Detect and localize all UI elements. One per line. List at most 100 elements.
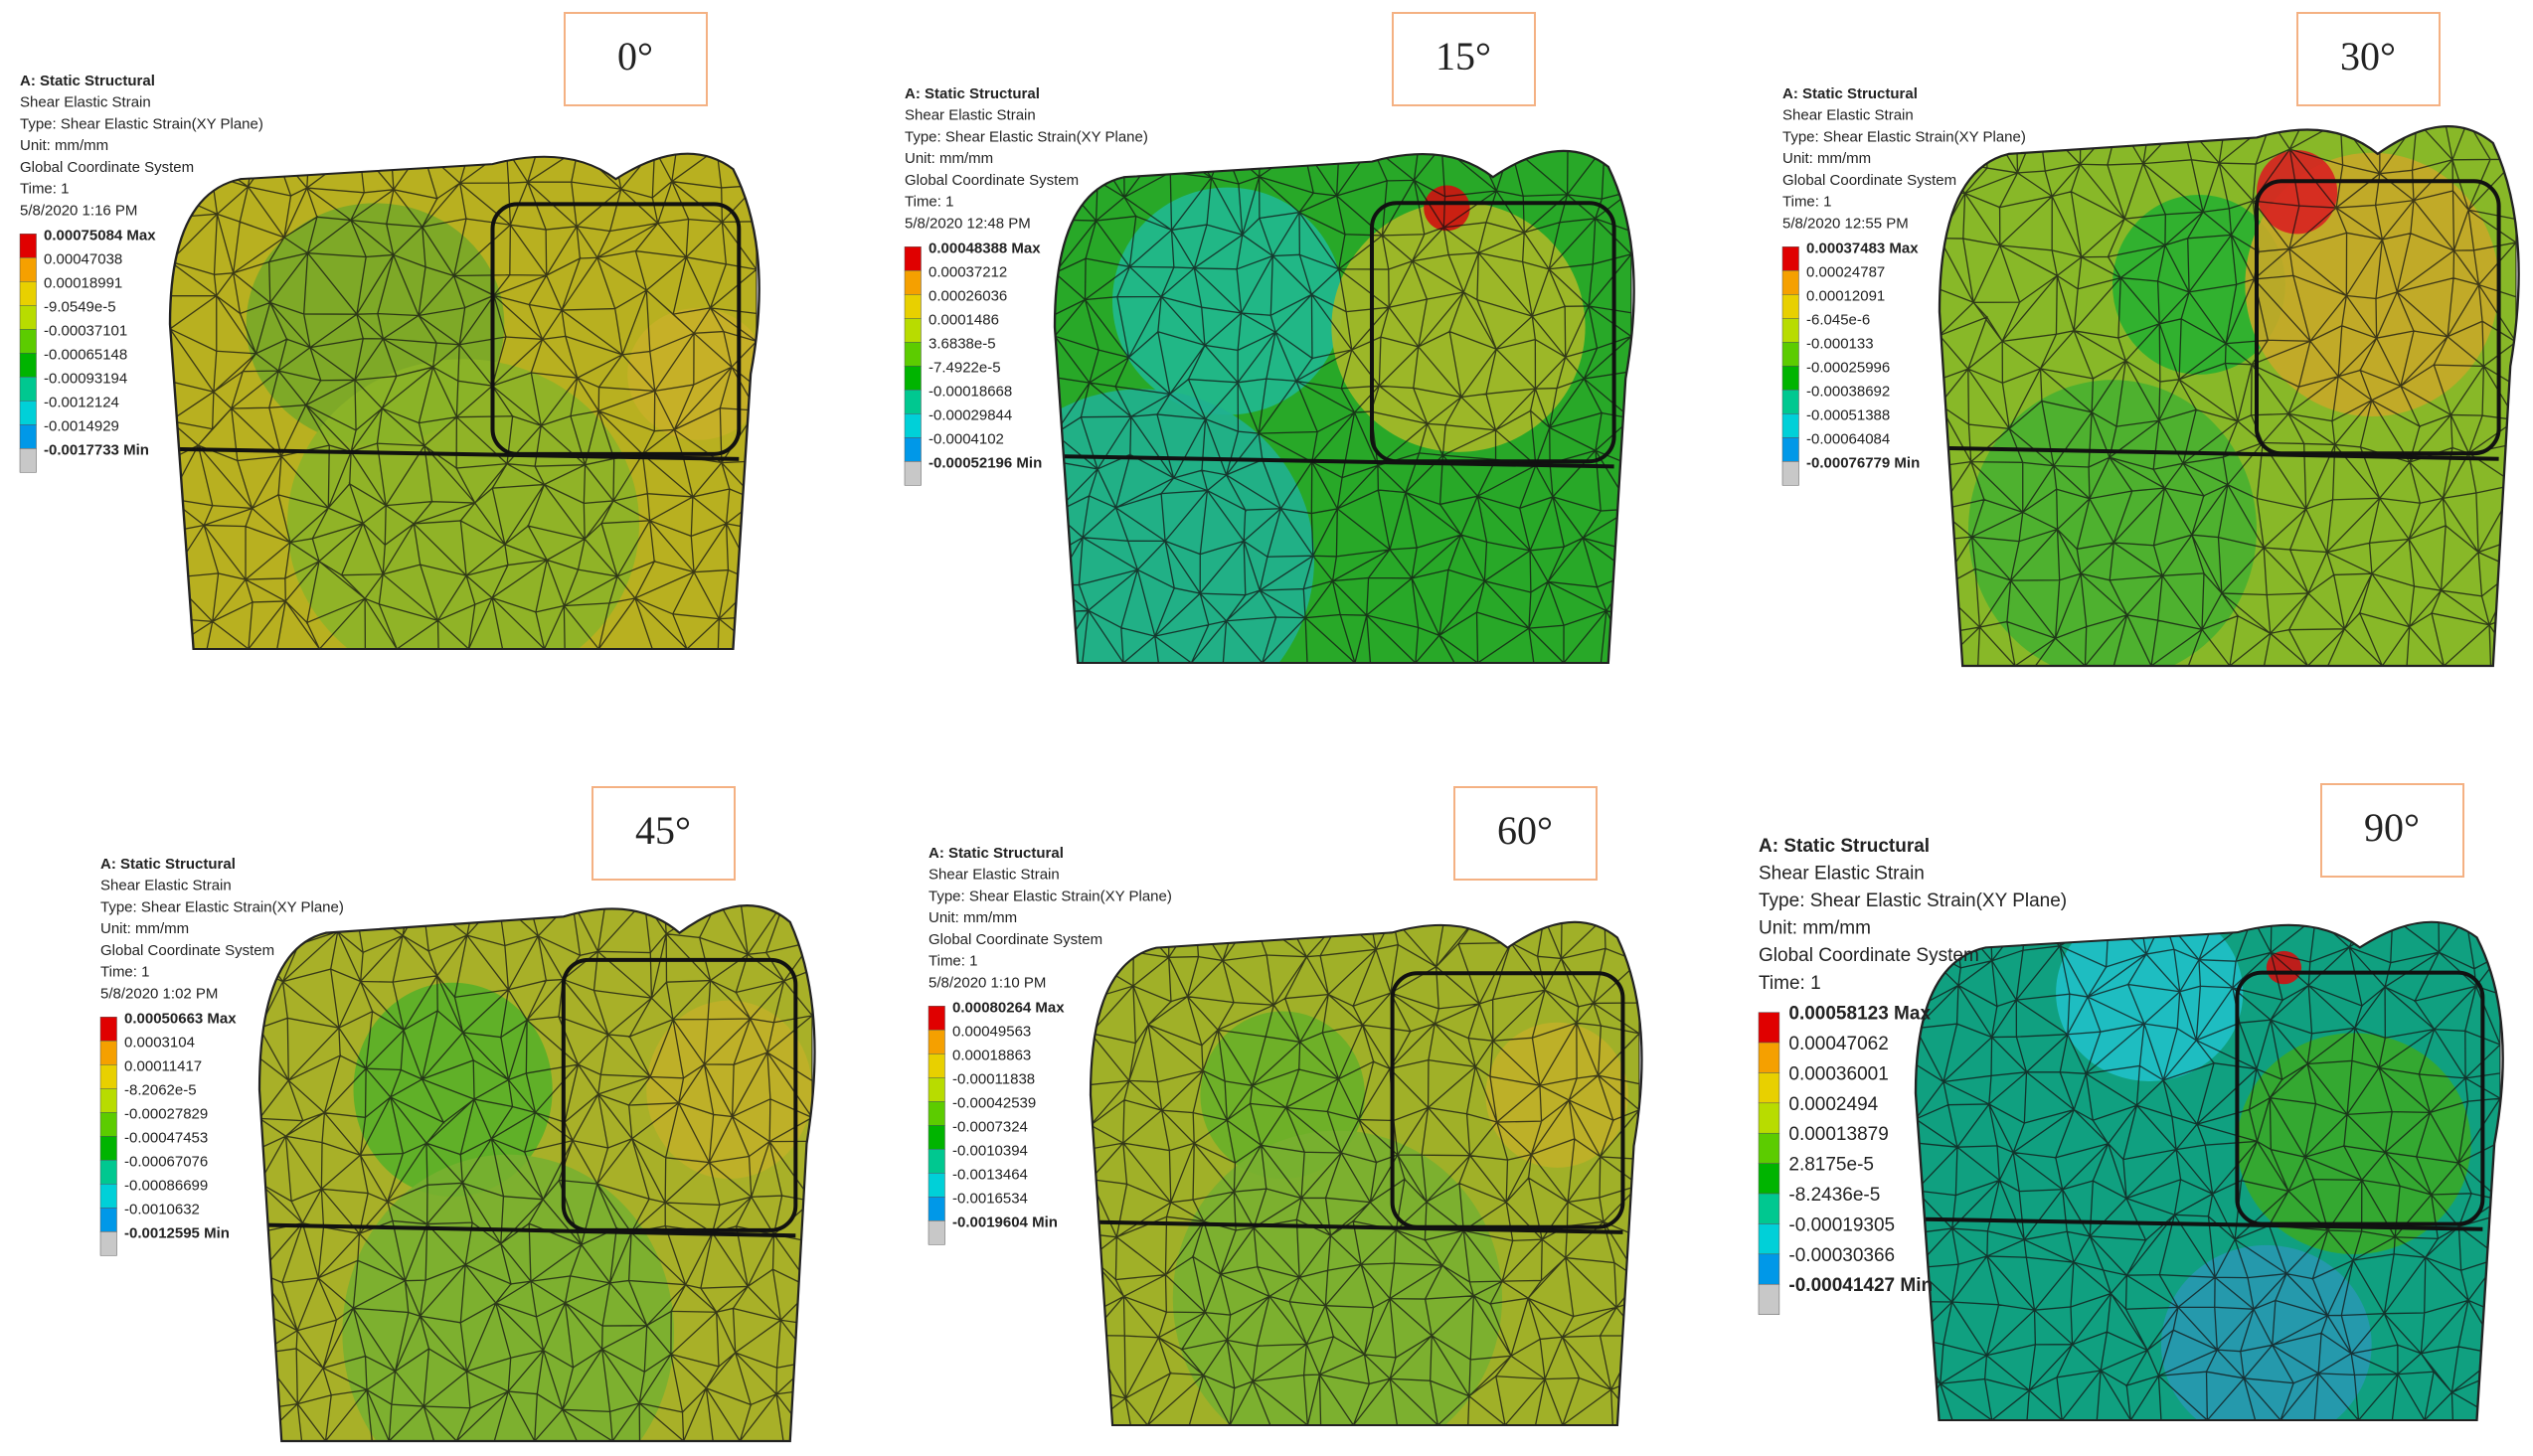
header-line: Time: 1: [20, 181, 69, 198]
legend-swatch: [19, 257, 37, 282]
legend-label: 0.00018863: [952, 1047, 1031, 1063]
legend-label: -0.0010394: [952, 1142, 1028, 1159]
header-line: Unit: mm/mm: [1759, 918, 1871, 939]
legend-label: -0.00030366: [1788, 1245, 1895, 1266]
legend-swatch: [1781, 437, 1799, 462]
legend-label: -0.0012124: [44, 394, 119, 410]
legend-swatch: [1758, 1132, 1780, 1164]
legend-label: 0.00018991: [44, 274, 122, 291]
header-line: Global Coordinate System: [929, 931, 1102, 948]
header-line: Time: 1: [905, 194, 953, 211]
angle-label: 90°: [2364, 805, 2420, 850]
legend-label: -0.00065148: [44, 346, 127, 363]
legend-label: 2.8175e-5: [1788, 1155, 1874, 1176]
legend-label: -0.00018668: [929, 383, 1012, 400]
legend-swatch: [1758, 1253, 1780, 1285]
header-line: A: Static Structural: [929, 845, 1064, 862]
panel: 60° A: Static Structural Shear Elastic Str…: [928, 786, 1643, 1427]
angle-label: 0°: [617, 34, 653, 79]
strain-region: [1112, 187, 1343, 415]
legend-swatch: [19, 448, 37, 473]
angle-label: 15°: [1435, 34, 1491, 79]
header-line: Unit: mm/mm: [1782, 150, 1871, 167]
strain-region: [1485, 1022, 1628, 1168]
header-line: Shear Elastic Strain: [100, 878, 232, 894]
legend-label: 0.00013879: [1788, 1124, 1888, 1145]
legend-label: -0.00093194: [44, 370, 127, 387]
legend-swatch: [1758, 1193, 1780, 1224]
angle-box: [2296, 12, 2441, 106]
strain-region: [1055, 389, 1314, 664]
header-line: Type: Shear Elastic Strain(XY Plane): [1782, 128, 2026, 145]
legend-swatch: [904, 318, 922, 343]
header-line: Global Coordinate System: [20, 159, 194, 176]
model: [259, 905, 813, 1442]
legend-label: -0.00037101: [44, 322, 127, 339]
legend-label: 0.00048388 Max: [929, 240, 1041, 256]
header-line: 5/8/2020 1:10 PM: [929, 974, 1046, 991]
legend-swatch: [99, 1112, 117, 1137]
strain-region: [2160, 1244, 2372, 1421]
edge: [1916, 1216, 2483, 1231]
window-edge: [561, 957, 798, 1232]
panel: 15° A: Static Structural Shear Elastic Str…: [904, 12, 1635, 665]
legend-label: 0.00050663 Max: [124, 1010, 237, 1027]
legend-swatch: [928, 1101, 945, 1126]
legend-label: -0.0017733 Min: [44, 441, 149, 458]
model-outline: [168, 152, 760, 651]
angle-label: 60°: [1497, 808, 1553, 853]
legend-swatch: [904, 437, 922, 462]
edge: [170, 446, 740, 461]
header-line: Shear Elastic Strain: [929, 867, 1060, 884]
legend-swatch: [19, 281, 37, 306]
window-edge: [490, 202, 742, 456]
strain-region: [2056, 921, 2244, 1081]
legend-swatch: [1758, 1223, 1780, 1255]
legend-label: 0.00075084 Max: [44, 227, 156, 243]
legend-label: 0.0001486: [929, 311, 999, 328]
legend-swatch: [928, 1077, 945, 1102]
legend-label: 0.00012091: [1806, 287, 1885, 304]
header-line: Unit: mm/mm: [929, 909, 1017, 926]
header-line: 5/8/2020 1:16 PM: [20, 202, 137, 219]
legend-swatch: [1781, 366, 1799, 391]
header-line: Time: 1: [1782, 194, 1831, 211]
legend-swatch: [904, 246, 922, 271]
legend-swatch: [99, 1041, 117, 1065]
legend-swatch: [904, 390, 922, 414]
header-line: Shear Elastic Strain: [1782, 107, 1914, 124]
model-outline: [1089, 920, 1643, 1427]
legend-swatch: [1781, 246, 1799, 271]
legend-label: 0.00011417: [124, 1057, 202, 1074]
angle-label: 45°: [635, 808, 691, 853]
legend-swatch: [99, 1231, 117, 1256]
legend-swatch: [928, 1173, 945, 1198]
legend-label: -0.00051388: [1806, 406, 1890, 423]
header-line: Time: 1: [929, 953, 977, 970]
legend-label: -6.045e-6: [1806, 311, 1870, 328]
window-edge: [1390, 971, 1625, 1229]
angle-label: 30°: [2340, 34, 2396, 79]
legend-label: 0.00037212: [929, 263, 1007, 280]
edge: [1940, 445, 2499, 461]
header-line: A: Static Structural: [1759, 836, 1930, 857]
header-line: Type: Shear Elastic Strain(XY Plane): [1759, 890, 2067, 911]
window-edge: [2255, 179, 2501, 456]
edge: [1055, 454, 1614, 469]
strain-region: [1172, 1130, 1503, 1426]
legend-swatch: [99, 1088, 117, 1113]
legend-swatch: [1758, 1283, 1780, 1315]
panel: 90° A: Static Structural Shear Elastic Str…: [1758, 783, 2504, 1422]
legend-label: -0.0019604 Min: [952, 1213, 1058, 1230]
legend-swatch: [904, 366, 922, 391]
legend-label: 0.00026036: [929, 287, 1007, 304]
window-edge: [1370, 201, 1616, 464]
legend-label: -0.00025996: [1806, 359, 1890, 376]
legend-label: -0.00086699: [124, 1177, 208, 1194]
legend-swatch: [19, 234, 37, 258]
legend-label: -0.0012595 Min: [124, 1224, 230, 1241]
angle-box: [564, 12, 708, 106]
legend-label: -0.0014929: [44, 417, 119, 434]
legend-label: -0.00019305: [1788, 1214, 1895, 1235]
strain-region: [1331, 202, 1586, 452]
